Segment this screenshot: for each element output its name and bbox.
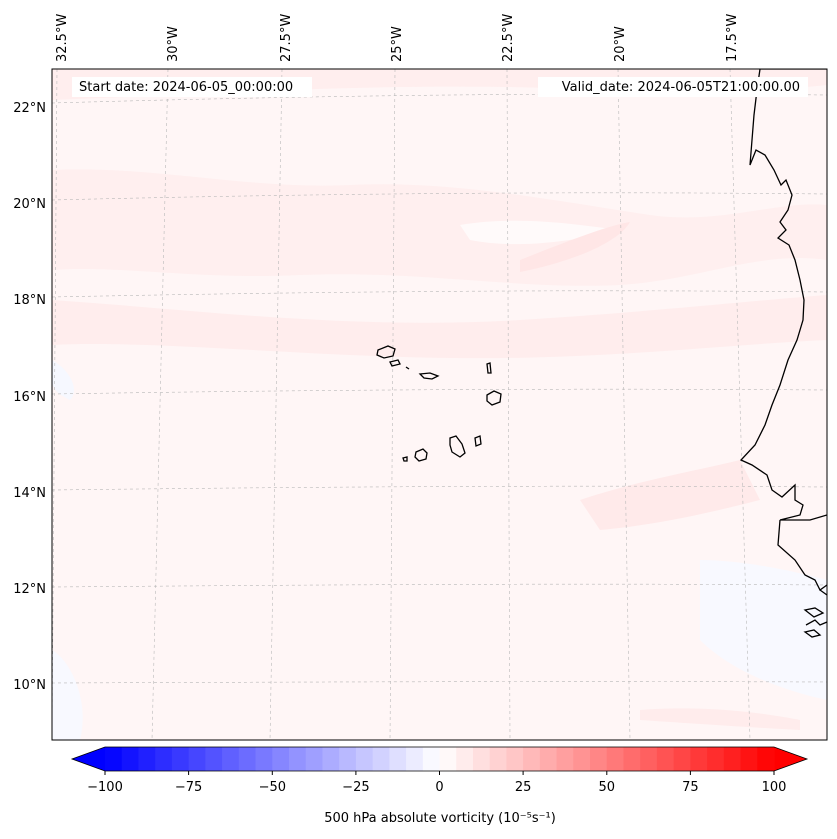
cape-verde-islands [376, 345, 502, 462]
lat-label: 10°N [13, 678, 46, 693]
colorbar-cell [238, 747, 257, 771]
island-sao-vicente [389, 359, 401, 367]
vorticity-band [52, 650, 83, 740]
island-santo-antao [376, 345, 396, 359]
colorbar-cell [355, 747, 374, 771]
colorbar-cell [523, 747, 541, 771]
lon-label: 32.5°W [55, 14, 70, 62]
colorbar-cell [439, 747, 457, 771]
vorticity-band [640, 708, 800, 730]
colorbar-cell [222, 747, 240, 771]
lat-label: 16°N [13, 390, 46, 405]
colorbar-cell [372, 747, 390, 771]
colorbar-cell [272, 747, 290, 771]
vorticity-band [700, 560, 827, 700]
colorbar-cell [656, 747, 675, 771]
island-brava [402, 456, 408, 462]
lon-label: 22.5°W [501, 14, 516, 62]
vorticity-band [52, 360, 74, 400]
island-boa-vista [486, 390, 502, 406]
colorbar-cell [389, 747, 407, 771]
colorbar-cell [155, 747, 173, 771]
africa-coastline [739, 69, 827, 638]
colorbar-cell [707, 747, 725, 771]
vorticity-band [52, 169, 827, 286]
colorbar-cell [422, 747, 441, 771]
colorbar-cell [322, 747, 340, 771]
island-maio [474, 435, 482, 447]
lat-label: 18°N [13, 293, 46, 308]
island-santiago [449, 435, 466, 458]
colorbar-tick-label: 75 [682, 780, 699, 795]
lon-label: 30°W [166, 26, 181, 62]
colorbar-cell [623, 747, 641, 771]
vorticity-band [52, 69, 827, 100]
colorbar-cell [606, 747, 625, 771]
island-santa-luzia [405, 366, 410, 370]
colorbar-cell [121, 747, 140, 771]
colorbar-cell [105, 747, 123, 771]
colorbar-tick-label: −100 [87, 780, 123, 795]
vorticity-band [580, 460, 760, 530]
colorbar-cell [723, 747, 742, 771]
colorbar-label: 500 hPa absolute vorticity (10⁻⁵s⁻¹) [324, 811, 556, 826]
colorbar-cell [673, 747, 691, 771]
colorbar: −100 −75 −50 −25 0 25 50 75 100 500 hPa … [70, 746, 809, 826]
colorbar-cell [255, 747, 273, 771]
colorbar-cell [506, 747, 524, 771]
colorbar-cell [205, 747, 223, 771]
colorbar-cells [105, 747, 775, 771]
start-date-box [72, 77, 312, 97]
colorbar-cell [406, 747, 424, 771]
colorbar-cell [305, 747, 324, 771]
lon-label: 27.5°W [279, 14, 294, 62]
lon-label: 17.5°W [725, 14, 740, 62]
lon-label: 25°W [390, 26, 405, 62]
colorbar-tick-label: −50 [259, 780, 286, 795]
colorbar-cell [757, 747, 775, 771]
colorbar-cell [590, 747, 608, 771]
colorbar-cell [138, 747, 156, 771]
lat-label: 20°N [13, 197, 46, 212]
colorbar-min-extend [72, 747, 105, 771]
colorbar-tick-label: −25 [342, 780, 369, 795]
colorbar-tick-label: 100 [762, 780, 787, 795]
island-sao-nicolau [418, 372, 440, 380]
colorbar-cell [288, 747, 307, 771]
valid-date-box [538, 77, 808, 97]
colorbar-cell [456, 747, 474, 771]
colorbar-cell [188, 747, 206, 771]
lat-label: 22°N [13, 101, 46, 116]
colorbar-tick-label: −75 [175, 780, 202, 795]
start-date-label: Start date: 2024-06-05_00:00:00 [79, 80, 293, 95]
valid-date-label: Valid_date: 2024-06-05T21:00:00.00 [562, 80, 800, 95]
colorbar-tick-label: 0 [435, 780, 443, 795]
colorbar-cell [556, 747, 574, 771]
colorbar-tick-label: 25 [515, 780, 532, 795]
map-area [52, 69, 827, 740]
lat-label: 12°N [13, 582, 46, 597]
lon-label: 20°W [613, 26, 628, 62]
colorbar-cell [472, 747, 491, 771]
colorbar-cell [489, 747, 508, 771]
colorbar-cell [539, 747, 558, 771]
map-frame [51, 68, 828, 741]
colorbar-cell [690, 747, 708, 771]
vorticity-band [520, 222, 630, 272]
lat-label: 14°N [13, 486, 46, 501]
island-fogo [414, 448, 428, 462]
colorbar-tick-label: 50 [599, 780, 616, 795]
island-sal [486, 362, 492, 374]
colorbar-cell [573, 747, 591, 771]
colorbar-max-extend [774, 747, 807, 771]
graticule [52, 69, 827, 740]
vorticity-band [52, 295, 827, 359]
colorbar-cell [171, 747, 190, 771]
colorbar-cell [740, 747, 758, 771]
colorbar-ticks: −100 −75 −50 −25 0 25 50 75 100 [87, 771, 786, 795]
colorbar-cell [640, 747, 658, 771]
colorbar-cell [339, 747, 357, 771]
